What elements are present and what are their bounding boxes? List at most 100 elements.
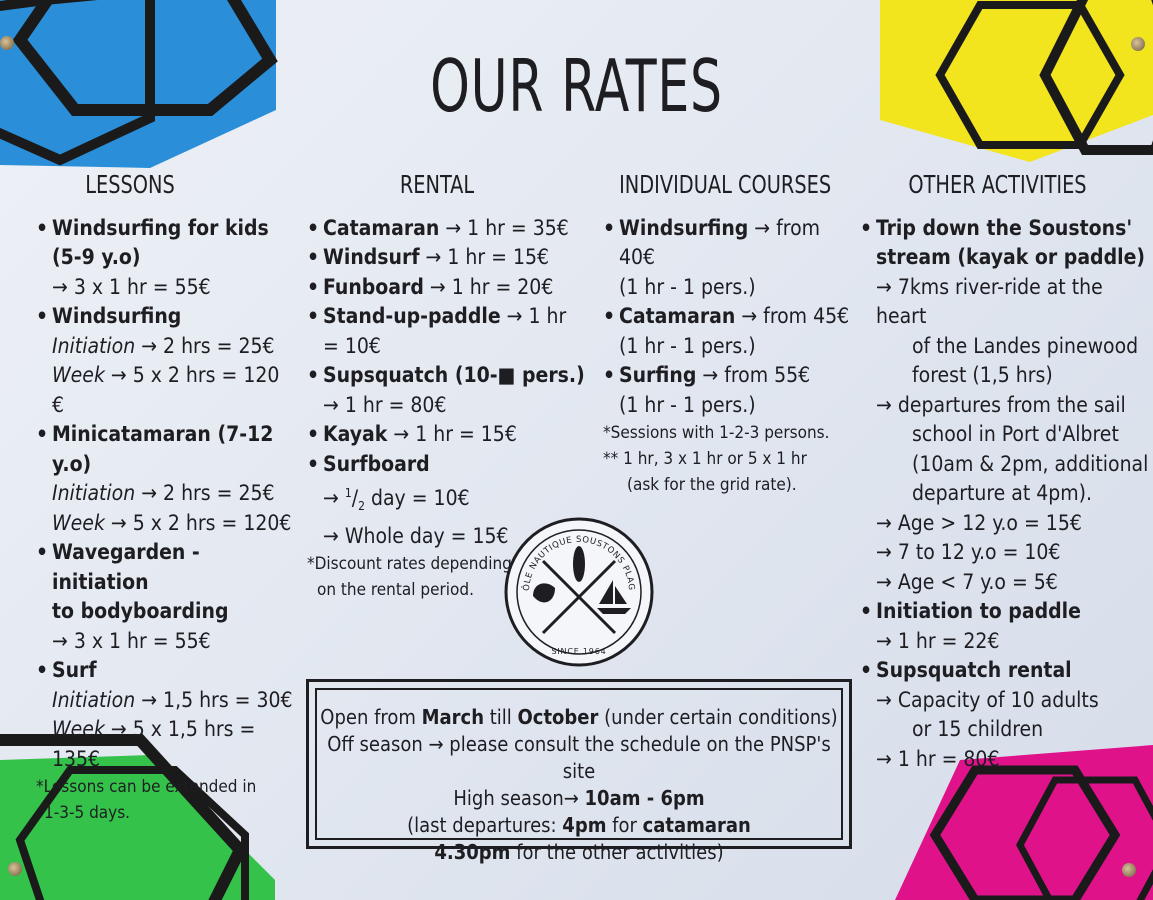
item-title: Windsurfing for kids [52,215,269,240]
list-item: Supsquatch (10-■ pers.) → 1 hr = 80€ [307,361,587,420]
item-detail: departure at 4pm). [912,481,1093,505]
item-title: Minicatamaran (7-12 y.o) [52,422,274,476]
list-item: Initiation to paddle → 1 hr = 22€ [860,597,1150,656]
item-detail: (1 hr - 1 pers.) [619,274,756,299]
screw [1122,863,1136,877]
item-price: → from 45€ [735,304,850,328]
item-price: → 1 hr = 15€ [419,245,549,269]
list-item: Kayak → 1 hr = 15€ [307,420,587,450]
hours-line: High season→ 10am - 6pm [453,786,705,810]
item-price: → 1 hr = 80€ [323,392,447,417]
leaf-icon [533,583,555,603]
item-detail: → departures from the sail [876,392,1126,417]
item-price-half: → 1/2 day = 10€ [323,486,470,514]
lessons-note: *Lessons can be extended in 1-3-5 days. [36,774,296,826]
item-detail: school in Port d'Albret [912,422,1119,446]
item-label: Initiation [52,333,136,358]
page-title: OUR RATES [430,44,723,128]
opening-hours-box: Open from March till October (under cert… [306,679,852,864]
surfboard-icon [573,546,585,582]
list-item: Surf Initiation → 1,5 hrs = 30€ Week → 5… [36,656,296,774]
screw [1131,37,1145,51]
courses-note: *Sessions with 1-2-3 persons. ** 1 hr, 3… [603,420,853,498]
rental-list: Catamaran → 1 hr = 35€ Windsurf → 1 hr =… [307,214,587,552]
list-item: Funboard → 1 hr = 20€ [307,273,587,303]
item-title: Stand-up-paddle [323,304,501,328]
note-line: (ask for the grid rate). [627,475,797,495]
list-item: Stand-up-paddle → 1 hr = 10€ [307,302,587,361]
item-title: Surf [52,658,97,682]
item-title: to bodyboarding [52,599,229,623]
rental-heading: RENTAL [399,170,475,199]
hours-line: 4.30pm for the other activities) [434,840,724,864]
screw [0,36,14,50]
courses-column: INDIVIDUAL COURSES Windsurfing → from 40… [603,170,853,498]
item-price: → Age < 7 y.o = 5€ [876,569,1058,594]
item-title: Windsurfing [619,215,749,240]
note-line: on the rental period. [317,580,474,601]
item-title: Initiation to paddle [876,599,1081,623]
item-detail: → 7kms river-ride at the heart [876,274,1103,329]
opening-hours-inner: Open from March till October (under cert… [315,688,843,864]
list-item: Surfboard → 1/2 day = 10€ → Whole day = … [307,450,587,552]
item-label: Week [52,510,105,535]
item-label: Initiation [52,481,136,505]
item-price: → 5 x 2 hrs = 120€ [104,510,292,535]
courses-heading: INDIVIDUAL COURSES [619,170,832,199]
item-price: → 2 hrs = 25€ [135,333,275,358]
item-detail: (10am & 2pm, additional [912,451,1149,476]
item-label: Initiation [52,687,136,712]
hours-line: Off season → please consult the schedule… [327,732,831,783]
list-item: Wavegarden - initiation to bodyboarding … [36,538,296,656]
item-price: → 1 hr = 22€ [876,628,1000,653]
item-price: → 2 hrs = 25€ [135,481,275,505]
item-title: stream (kayak or paddle) [876,245,1146,269]
list-item: Windsurf → 1 hr = 15€ [307,243,587,273]
lessons-column: LESSONS Windsurfing for kids (5-9 y.o) →… [36,170,296,826]
item-price: → from 55€ [696,363,811,387]
item-title: Trip down the Soustons' [876,215,1133,240]
item-price: → 1 hr = 20€ [423,274,554,299]
rental-note: *Discount rates depending on the rental … [307,551,587,603]
list-item: Catamaran → 1 hr = 35€ [307,214,587,244]
list-item: Minicatamaran (7-12 y.o) Initiation → 2 … [36,420,296,538]
item-price: → Age > 12 y.o = 15€ [876,510,1082,535]
item-detail: (5-9 y.o) [52,245,141,269]
item-price: → 1 hr = 35€ [439,215,569,240]
note-line: *Sessions with 1-2-3 persons. [603,423,830,443]
item-title: Surfboard [323,451,430,476]
item-title: Windsurf [323,245,420,269]
item-price: → 7 to 12 y.o = 10€ [876,540,1061,564]
item-label: Week [52,363,105,387]
item-price: → Whole day = 15€ [323,523,509,548]
item-title: Catamaran [323,215,440,240]
list-item: Supsquatch rental → Capacity of 10 adult… [860,656,1150,774]
other-activities-column: OTHER ACTIVITIES Trip down the Soustons'… [860,170,1150,774]
list-item: Windsurfing for kids (5-9 y.o) → 3 x 1 h… [36,214,296,303]
note-line: ** 1 hr, 3 x 1 hr or 5 x 1 hr [603,449,807,469]
item-price: → 3 x 1 hr = 55€ [52,274,211,299]
item-price: → 3 x 1 hr = 55€ [52,628,211,653]
screw [8,862,22,876]
hours-line: (last departures: 4pm for catamaran [407,813,751,837]
item-price: → 1 hr = 10€ [323,304,567,358]
rental-column: RENTAL Catamaran → 1 hr = 35€ Windsurf →… [307,170,587,603]
item-detail: → Capacity of 10 adults [876,687,1099,712]
item-detail: of the Landes pinewood [912,333,1139,358]
item-detail: or 15 children [912,717,1044,741]
item-title: Supsquatch rental [876,658,1072,682]
item-price: → 5 x 2 hrs = 120 € [52,363,280,417]
courses-list: Windsurfing → from 40€ (1 hr - 1 pers.) … [603,214,853,421]
item-price: → 1 hr = 80€ [876,746,1000,771]
item-title: Supsquatch (10-■ pers.) [323,363,585,387]
sailboat-icon [597,580,631,614]
item-detail: (1 hr - 1 pers.) [619,392,756,417]
yellow-hexagon-decor [880,0,1153,162]
item-title: Windsurfing [52,304,182,328]
blue-hexagon-decor [0,0,278,168]
list-item: Windsurfing → from 40€ (1 hr - 1 pers.) [603,214,853,303]
item-price: → 1 hr = 15€ [387,422,517,446]
other-activities-list: Trip down the Soustons' stream (kayak or… [860,214,1150,775]
item-price: → from 40€ [619,215,821,270]
lessons-heading: LESSONS [85,170,175,199]
